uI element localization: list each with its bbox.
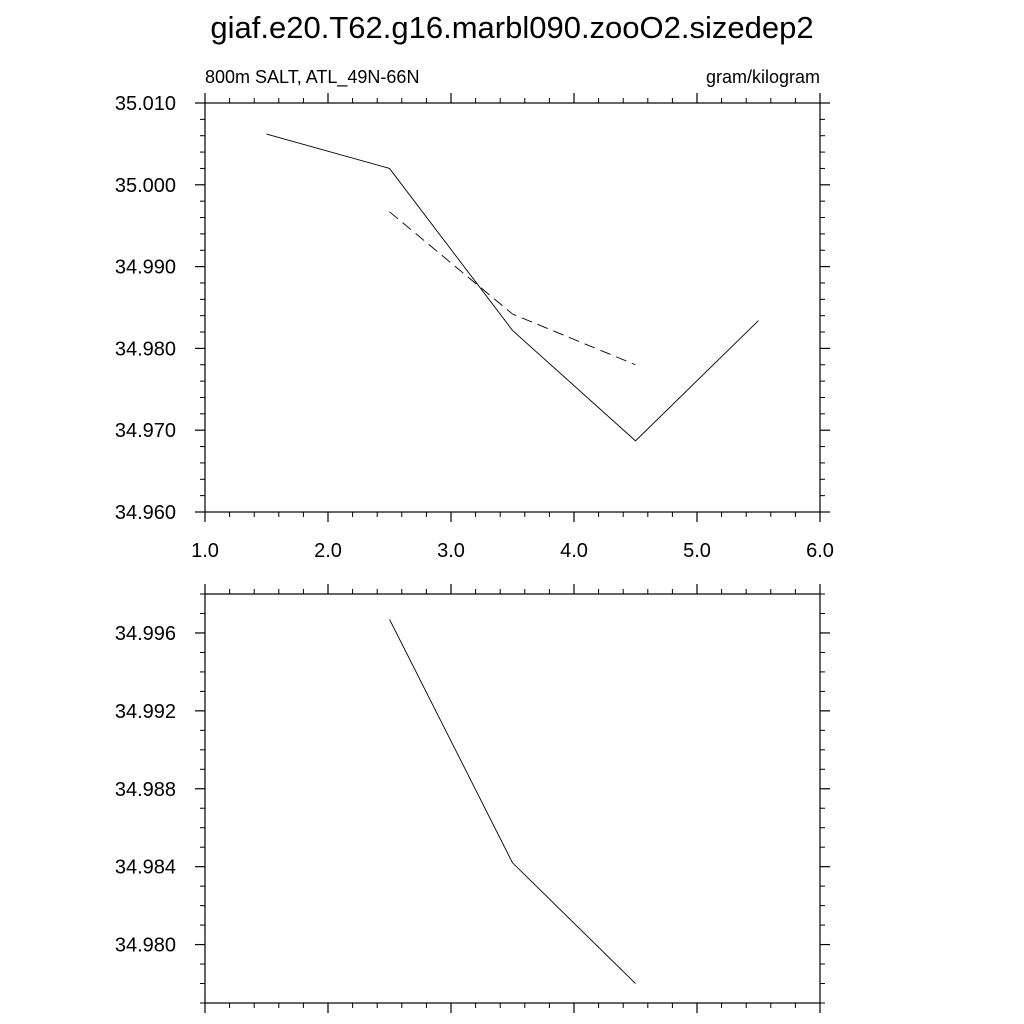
top-y-tick-label: 35.000	[115, 175, 176, 197]
top-x-tick-label: 2.0	[314, 540, 342, 562]
bottom-y-tick-label: 34.984	[115, 857, 176, 879]
top-y-tick-label: 34.990	[115, 257, 176, 279]
top-panel-subtitle-left: 800m SALT, ATL_49N-66N	[205, 67, 419, 88]
top-x-tick-label: 6.0	[806, 540, 834, 562]
top-x-tick-label: 4.0	[560, 540, 588, 562]
bottom-y-tick-label: 34.988	[115, 779, 176, 801]
top-x-tick-label: 5.0	[683, 540, 711, 562]
bottom-y-tick-label: 34.996	[115, 623, 176, 645]
bottom-panel: 34.980 34.984 34.988 34.992 34.996	[115, 584, 830, 1013]
top-y-tick-label: 34.980	[115, 338, 176, 360]
top-series-dashed-line	[389, 211, 636, 366]
top-y-tick-label: 34.970	[115, 420, 176, 442]
top-x-tick-label: 3.0	[437, 540, 465, 562]
bottom-y-tick-label: 34.992	[115, 701, 176, 723]
chart-title: giaf.e20.T62.g16.marbl090.zooO2.sizedep2	[210, 10, 813, 45]
bottom-series-solid-line	[389, 619, 636, 984]
top-panel: 800m SALT, ATL_49N-66N gram/kilogram 1.0…	[115, 67, 834, 562]
top-plot-frame	[204, 102, 821, 513]
top-series-solid-line	[266, 133, 759, 442]
top-y-tick-label: 34.960	[115, 502, 176, 524]
bottom-plot-frame	[204, 593, 821, 1004]
bottom-y-tick-label: 34.980	[115, 935, 176, 957]
top-x-tick-label: 1.0	[191, 540, 219, 562]
top-panel-subtitle-right: gram/kilogram	[706, 67, 820, 87]
top-y-tick-label: 35.010	[115, 93, 176, 115]
